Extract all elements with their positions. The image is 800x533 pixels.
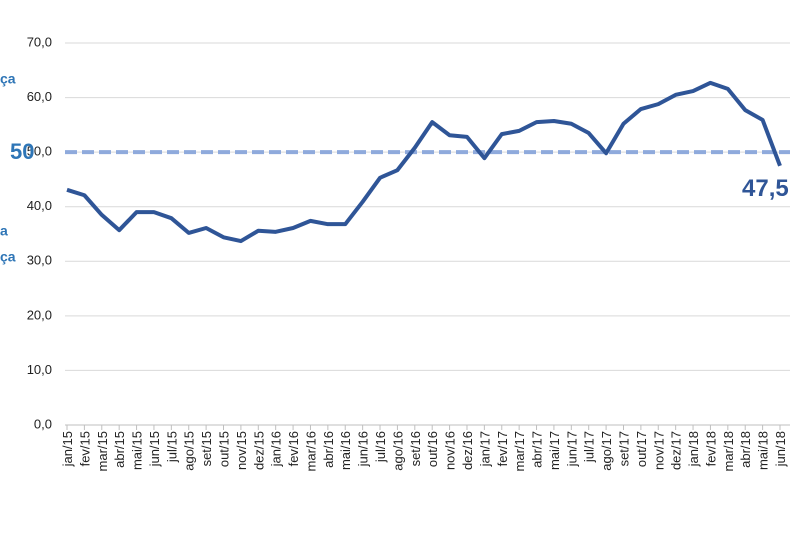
x-tick-label: mai/16 — [338, 431, 353, 470]
x-tick-label: out/16 — [425, 431, 440, 467]
y-tick-label: 30,0 — [27, 253, 52, 268]
y-tick-label: 0,0 — [34, 416, 52, 431]
x-tick-label: jul/16 — [373, 431, 388, 463]
x-tick-label: jun/15 — [147, 431, 162, 467]
x-tick-label: mar/18 — [721, 431, 736, 471]
x-tick-label: jan/15 — [60, 431, 75, 467]
cropped-text: ça — [0, 71, 16, 87]
x-tick-label: jul/17 — [582, 431, 597, 463]
x-tick-label: abr/17 — [530, 431, 545, 468]
x-tick-label: abr/18 — [738, 431, 753, 468]
x-tick-label: jan/17 — [477, 431, 492, 467]
x-tick-label: fev/15 — [77, 431, 92, 466]
y-tick-label: 60,0 — [27, 89, 52, 104]
x-tick-label: fev/18 — [703, 431, 718, 466]
x-tick-label: jun/18 — [773, 431, 788, 467]
x-tick-label: fev/16 — [286, 431, 301, 466]
y-tick-label: 40,0 — [27, 198, 52, 213]
x-tick-label: jun/16 — [356, 431, 371, 467]
x-tick-label: dez/15 — [251, 431, 266, 470]
reference-label: 50 — [10, 139, 34, 164]
y-tick-label: 10,0 — [27, 362, 52, 377]
x-tick-label: nov/15 — [234, 431, 249, 470]
x-tick-label: nov/17 — [651, 431, 666, 470]
x-tick-label: jan/16 — [269, 431, 284, 467]
x-tick-label: jan/18 — [686, 431, 701, 467]
x-tick-label: ago/15 — [182, 431, 197, 471]
y-tick-label: 20,0 — [27, 307, 52, 322]
x-tick-label: set/16 — [408, 431, 423, 466]
x-tick-label: mai/18 — [756, 431, 771, 470]
x-tick-label: mai/15 — [130, 431, 145, 470]
x-tick-label: set/15 — [199, 431, 214, 466]
x-tick-label: mar/15 — [95, 431, 110, 471]
data-label: 47,5 — [742, 175, 789, 202]
x-tick-label: mar/17 — [512, 431, 527, 471]
y-tick-label: 50,0 — [27, 144, 52, 159]
x-tick-label: nov/16 — [443, 431, 458, 470]
x-tick-label: out/17 — [634, 431, 649, 467]
x-tick-label: ago/17 — [599, 431, 614, 471]
x-tick-label: dez/17 — [669, 431, 684, 470]
x-tick-label: jul/15 — [164, 431, 179, 463]
x-tick-label: out/15 — [217, 431, 232, 467]
cropped-text: ça — [0, 249, 16, 265]
x-tick-label: ago/16 — [390, 431, 405, 471]
x-tick-label: abr/16 — [321, 431, 336, 468]
x-tick-label: abr/15 — [112, 431, 127, 468]
x-tick-label: mar/16 — [303, 431, 318, 471]
cropped-text: a — [0, 223, 8, 239]
x-tick-label: fev/17 — [495, 431, 510, 466]
x-tick-label: dez/16 — [460, 431, 475, 470]
y-tick-label: 70,0 — [27, 34, 52, 49]
x-tick-label: mai/17 — [547, 431, 562, 470]
data-line — [66, 80, 782, 244]
x-tick-label: set/17 — [616, 431, 631, 466]
x-tick-label: jun/17 — [564, 431, 579, 467]
